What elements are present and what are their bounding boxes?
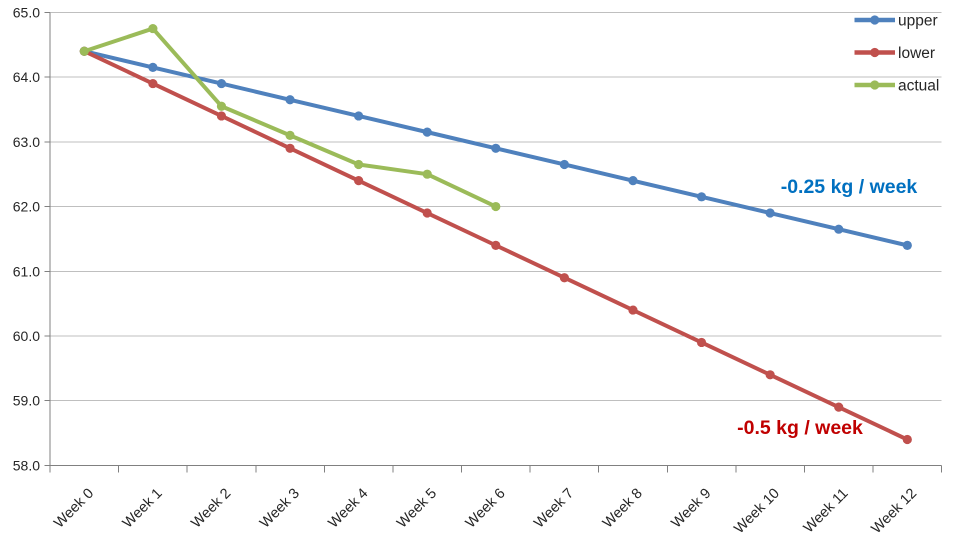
series-upper-marker xyxy=(148,62,158,73)
annotation-lower-rate: -0.5 kg / week xyxy=(737,417,863,439)
series-upper xyxy=(79,46,912,250)
x-axis-labels: Week 0 Week 1 Week 2 Week 3 Week 4 Week 5 Week… xyxy=(51,486,920,538)
series-upper-marker xyxy=(354,111,364,121)
series-upper-marker xyxy=(696,192,707,202)
x-tick-label: Week 8 xyxy=(600,486,646,532)
series-lower xyxy=(79,46,912,445)
series-upper-marker xyxy=(834,224,844,234)
x-tick-label: Week 5 xyxy=(394,486,440,532)
series-lower-marker xyxy=(354,176,364,186)
series-lower-marker xyxy=(696,337,707,348)
y-tick-label: 60.0 xyxy=(13,328,40,344)
legend-item-actual: actual xyxy=(854,78,939,95)
series-actual-marker xyxy=(216,101,227,111)
gridlines xyxy=(44,11,942,466)
series-upper-marker xyxy=(216,78,227,89)
series-actual-marker xyxy=(354,159,364,170)
y-tick-label: 62.0 xyxy=(13,199,40,215)
series-lower-marker xyxy=(834,402,844,412)
legend-marker xyxy=(870,47,880,58)
series-lower-marker xyxy=(491,240,501,250)
legend-item-lower: lower xyxy=(854,45,935,62)
x-tick-label: Week 4 xyxy=(326,486,372,532)
legend-label-actual: actual xyxy=(898,78,939,95)
y-tick-label: 64.0 xyxy=(13,69,40,85)
series-actual-marker xyxy=(491,201,501,212)
y-tick-label: 65.0 xyxy=(13,4,40,20)
x-tick-label: Week 12 xyxy=(869,486,921,538)
series-actual-line xyxy=(82,26,498,209)
x-tick-label: Week 2 xyxy=(188,486,234,532)
x-tick-label: Week 10 xyxy=(731,486,783,538)
series-lower-marker xyxy=(422,208,432,218)
x-tick-label: Week 3 xyxy=(257,486,303,532)
legend-label-lower: lower xyxy=(898,45,935,62)
y-tick-label: 61.0 xyxy=(13,263,40,279)
series-lower-marker xyxy=(765,370,775,380)
x-tick-label: Week 11 xyxy=(801,486,852,537)
y-axis-labels: 65.0 64.0 63.0 62.0 61.0 60.0 59.0 58.0 xyxy=(13,4,40,473)
legend-item-upper: upper xyxy=(854,13,938,30)
axes xyxy=(49,12,943,473)
series-upper-marker xyxy=(559,159,569,170)
series-lower-marker xyxy=(902,434,912,445)
x-tick-label: Week 0 xyxy=(51,486,97,532)
series-upper-marker xyxy=(902,240,912,250)
series-upper-marker xyxy=(422,127,432,137)
series-actual-marker xyxy=(148,23,158,34)
series-lower-marker xyxy=(559,273,569,283)
x-tick-label: Week 9 xyxy=(668,486,714,532)
series-actual-marker xyxy=(422,169,432,179)
legend: upper lower actual xyxy=(854,13,939,95)
y-tick-label: 59.0 xyxy=(13,393,40,409)
series-lower-marker xyxy=(216,111,227,121)
y-tick-label: 58.0 xyxy=(13,457,40,473)
series-actual xyxy=(79,23,501,212)
series-lower-marker xyxy=(148,78,158,89)
legend-label-upper: upper xyxy=(898,13,938,30)
series-actual-marker xyxy=(285,130,295,140)
series-upper-marker xyxy=(285,95,295,105)
y-tick-label: 63.0 xyxy=(13,134,40,150)
series-upper-marker xyxy=(628,176,638,186)
annotations: -0.25 kg / week -0.5 kg / week xyxy=(737,176,917,439)
x-tick-label: Week 7 xyxy=(531,486,577,532)
series-actual-marker xyxy=(79,46,89,56)
legend-marker xyxy=(870,15,880,25)
x-tick-label: Week 6 xyxy=(463,486,509,532)
series-lower-marker xyxy=(628,305,638,315)
legend-marker xyxy=(870,80,880,90)
series-upper-marker xyxy=(491,143,501,153)
annotation-upper-rate: -0.25 kg / week xyxy=(781,176,918,198)
series-upper-marker xyxy=(765,208,775,218)
x-tick-label: Week 1 xyxy=(120,486,166,532)
series-lower-marker xyxy=(285,143,295,153)
